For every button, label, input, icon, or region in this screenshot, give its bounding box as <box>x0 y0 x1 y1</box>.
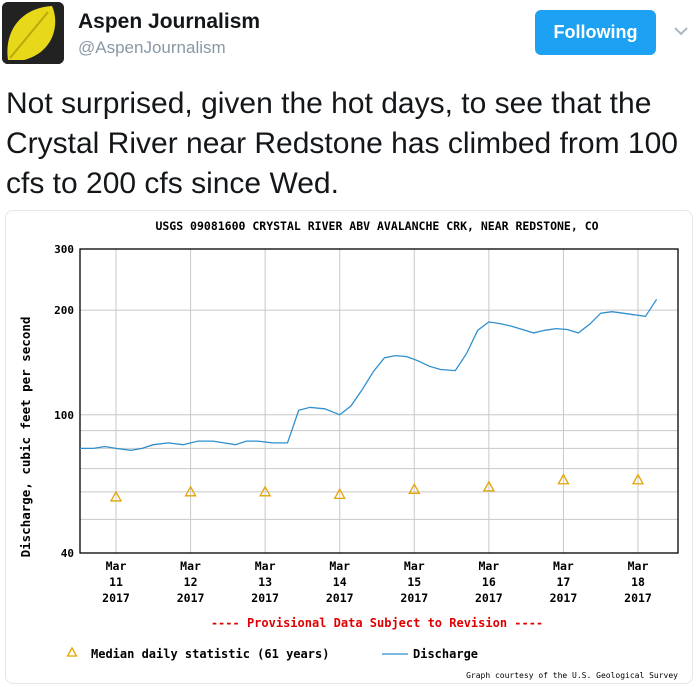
y-tick-label: 100 <box>54 409 74 422</box>
chart-title: USGS 09081600 CRYSTAL RIVER ABV AVALANCH… <box>155 219 598 233</box>
median-marker <box>408 482 421 494</box>
x-tick-label: 15 <box>407 575 421 589</box>
x-tick-label: 2017 <box>624 591 652 605</box>
x-tick-label: 13 <box>258 575 272 589</box>
x-tick-label: Mar <box>329 559 350 573</box>
tweet-text: Not surprised, given the hot days, to se… <box>6 87 678 200</box>
legend: Median daily statistic (61 years) Discha… <box>66 646 478 661</box>
x-tick-label: 2017 <box>251 591 279 605</box>
chart-card[interactable]: USGS 09081600 CRYSTAL RIVER ABV AVALANCH… <box>5 210 693 684</box>
x-tick-label: 2017 <box>475 591 503 605</box>
x-tick-label: Mar <box>180 559 201 573</box>
following-button[interactable]: Following <box>535 10 656 55</box>
x-tick-label: 18 <box>631 575 645 589</box>
x-tick-label: 2017 <box>550 591 578 605</box>
chevron-down-icon[interactable] <box>672 22 690 40</box>
provisional-note: ---- Provisional Data Subject to Revisio… <box>211 616 543 630</box>
x-tick-label: 17 <box>556 575 570 589</box>
x-tick-label: 2017 <box>177 591 205 605</box>
user-handle[interactable]: @AspenJournalism <box>78 38 226 57</box>
avatar[interactable] <box>2 2 64 64</box>
plot-frame <box>79 248 679 554</box>
x-tick-label: Mar <box>553 559 574 573</box>
median-marker <box>333 488 346 500</box>
median-marker <box>482 480 495 492</box>
x-tick-label: 16 <box>482 575 496 589</box>
legend-median-label: Median daily statistic (61 years) <box>91 647 329 661</box>
chart-credit: Graph courtesy of the U.S. Geological Su… <box>466 671 678 680</box>
median-marker <box>631 473 645 485</box>
x-tick-label: 2017 <box>102 591 130 605</box>
x-tick-label: 12 <box>184 575 198 589</box>
y-tick-label: 300 <box>54 243 74 256</box>
discharge-chart: USGS 09081600 CRYSTAL RIVER ABV AVALANCH… <box>18 219 679 680</box>
x-tick-label: Mar <box>255 559 276 573</box>
x-tick-label: Mar <box>404 559 425 573</box>
discharge-series-line <box>80 298 658 451</box>
x-tick-label: 14 <box>333 575 347 589</box>
median-marker <box>259 485 272 497</box>
x-tick-label: 11 <box>109 575 123 589</box>
x-tick-label: 2017 <box>326 591 354 605</box>
x-tick-label: Mar <box>106 559 127 573</box>
display-name[interactable]: Aspen Journalism <box>78 10 261 33</box>
y-tick-label: 40 <box>61 547 74 560</box>
median-marker <box>109 490 123 502</box>
x-tick-label: Mar <box>628 559 649 573</box>
x-tick-label: 2017 <box>400 591 428 605</box>
x-tick-label: Mar <box>478 559 499 573</box>
legend-median-marker <box>66 646 78 657</box>
median-marker <box>557 473 570 485</box>
y-axis-label: Discharge, cubic feet per second <box>18 317 33 558</box>
y-tick-label: 200 <box>54 304 74 317</box>
avatar-leaf-icon <box>2 2 64 64</box>
legend-discharge-label: Discharge <box>413 647 478 661</box>
median-marker <box>184 485 197 497</box>
